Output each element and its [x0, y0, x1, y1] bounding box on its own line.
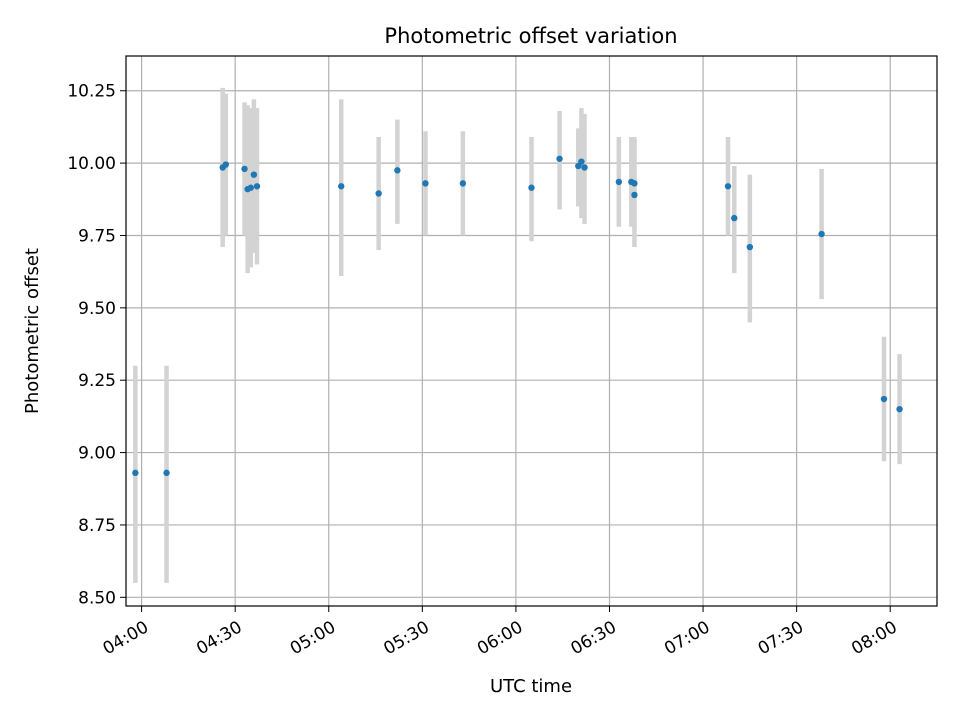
y-tick-label: 10.25: [67, 82, 116, 102]
x-tick-label: 07:00: [661, 617, 713, 659]
y-tick-label: 8.50: [78, 588, 116, 608]
data-point: [394, 167, 401, 174]
data-point: [578, 158, 585, 165]
data-point: [247, 184, 254, 191]
y-tick-label: 9.50: [78, 299, 116, 319]
x-tick-label: 08:00: [848, 617, 900, 659]
y-tick-label: 9.25: [78, 371, 116, 391]
y-tick-label: 8.75: [78, 516, 116, 536]
data-point: [375, 190, 382, 197]
point-layer: [132, 155, 903, 477]
data-point: [818, 230, 825, 238]
data-point: [528, 184, 535, 191]
x-tick-label: 06:00: [474, 617, 526, 659]
x-tick-label: 07:30: [755, 617, 807, 659]
data-point: [253, 183, 261, 190]
data-point: [338, 183, 345, 190]
x-tick-label: 05:30: [380, 617, 432, 659]
data-point: [422, 180, 429, 187]
data-point: [880, 395, 888, 403]
chart-title: Photometric offset variation: [384, 24, 677, 48]
data-point: [731, 214, 738, 222]
errorbar-layer: [133, 87, 902, 583]
data-point: [615, 178, 623, 186]
x-tick-label: 05:00: [287, 617, 339, 659]
data-point: [724, 183, 732, 190]
y-tick-label: 9.75: [78, 226, 116, 246]
data-point: [746, 243, 754, 251]
grid-layer: [126, 56, 937, 606]
data-point: [581, 164, 588, 171]
data-point: [163, 469, 170, 477]
y-axis-label: Photometric offset: [22, 248, 43, 414]
x-tick-label: 06:30: [568, 617, 620, 659]
x-tick-label: 04:30: [193, 617, 245, 659]
data-point: [896, 405, 903, 413]
plot-frame: [125, 55, 938, 607]
y-tick-label: 9.00: [78, 444, 116, 464]
data-point: [631, 191, 638, 199]
data-point: [459, 180, 467, 187]
data-point: [556, 155, 563, 162]
data-point: [132, 469, 139, 477]
data-point: [222, 161, 230, 168]
data-point: [250, 171, 258, 178]
x-tick-label: 04:00: [100, 617, 152, 659]
data-point: [241, 165, 248, 173]
data-point: [631, 180, 638, 187]
tick-layer: 04:00 04:30 05:00 05:30 06:00 06:30 07:00 07:30…: [67, 82, 900, 659]
x-axis-label: UTC time: [490, 676, 572, 697]
y-tick-label: 10.00: [67, 154, 116, 174]
